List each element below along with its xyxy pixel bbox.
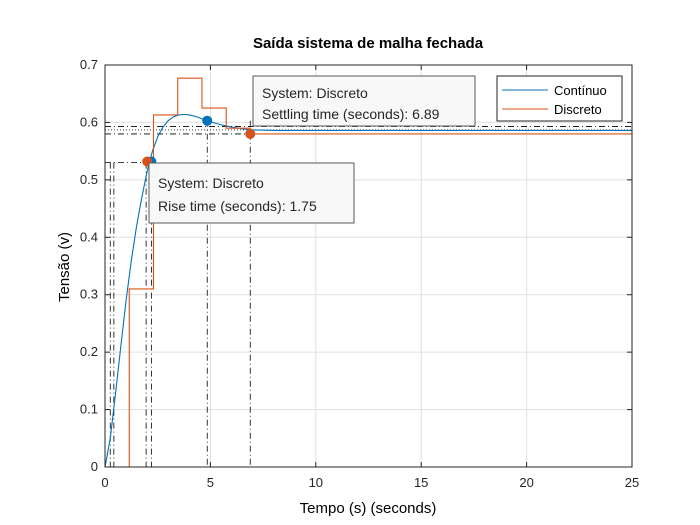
x-tick-label: 5 (207, 475, 214, 490)
y-tick-label: 0.1 (80, 402, 98, 417)
series-discreto-line (105, 77, 632, 468)
y-tick-label: 0.6 (80, 114, 98, 129)
y-tick-label: 0.5 (80, 172, 98, 187)
datatip-marker (202, 115, 213, 126)
y-tick-label: 0 (91, 459, 98, 474)
y-tick-label: 0.2 (80, 344, 98, 359)
datatip-line: Settling time (seconds): 6.89 (262, 106, 440, 122)
legend-box (496, 75, 623, 122)
datatip-rise[interactable]: System: Discreto Rise time (seconds): 1.… (148, 162, 355, 224)
x-tick-label: 10 (309, 475, 323, 490)
y-axis-label: Tensão (v) (56, 232, 73, 302)
series-group (104, 77, 632, 468)
x-tick-label: 0 (101, 475, 108, 490)
chart-title: Saída sistema de malha fechada (253, 35, 484, 52)
legend-entry-discreto: Discreto (554, 102, 602, 117)
datatip-settling[interactable]: System: Discreto Settling time (seconds)… (252, 75, 476, 127)
series-continuo-line (104, 113, 632, 468)
y-tick-label: 0.4 (80, 229, 98, 244)
markers (142, 115, 256, 167)
legend[interactable]: Contínuo Discreto (496, 75, 623, 122)
datatip-line: System: Discreto (158, 175, 264, 191)
legend-entry-continuo: Contínuo (554, 83, 607, 98)
ticks: 0 5 10 15 20 25 0 0.1 0.2 0.3 0.4 0.5 0.6 0.7 (80, 57, 639, 490)
y-tick-label: 0.7 (80, 57, 98, 72)
x-tick-label: 25 (625, 475, 639, 490)
x-tick-label: 20 (519, 475, 533, 490)
datatip-box (252, 75, 476, 127)
x-tick-label: 15 (414, 475, 428, 490)
datatip-line: System: Discreto (262, 85, 368, 101)
datatip-line: Rise time (seconds): 1.75 (158, 198, 317, 214)
axes-box (104, 64, 633, 468)
datatip-box (148, 162, 355, 224)
y-tick-label: 0.3 (80, 287, 98, 302)
datatip-marker (245, 128, 256, 139)
x-axis-label: Tempo (s) (seconds) (300, 500, 437, 517)
